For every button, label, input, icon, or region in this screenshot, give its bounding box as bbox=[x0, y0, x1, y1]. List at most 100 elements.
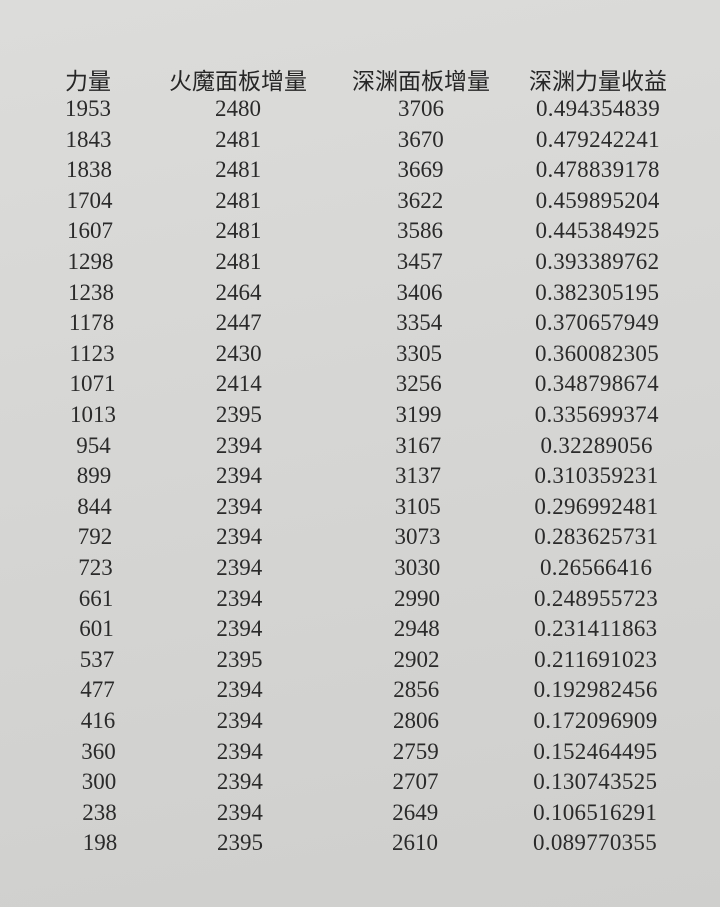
strength-cell: 1238 bbox=[68, 279, 114, 305]
abyss-gain-cell: 3137 bbox=[395, 463, 441, 489]
abyss-yield-cell: 0.310359231 bbox=[534, 463, 659, 489]
abyss-yield-cell: 0.348798674 bbox=[534, 371, 659, 397]
header-abyss-panel-gain: 深渊面板增量 bbox=[352, 69, 490, 95]
strength-cell: 661 bbox=[78, 585, 114, 611]
abyss-yield-cell: 0.283625731 bbox=[534, 524, 659, 550]
fire-demon-gain-cell: 2414 bbox=[215, 371, 262, 397]
abyss-yield-cell: 0.26566416 bbox=[540, 555, 653, 580]
abyss-yield-cell: 0.335699374 bbox=[534, 402, 659, 427]
table-row: 238 2394 2649 0.106516291 bbox=[0, 800, 720, 830]
table-row: 300 2394 2707 0.130743525 bbox=[0, 769, 720, 799]
fire-demon-gain-cell: 2394 bbox=[215, 432, 262, 458]
fire-demon-gain-cell: 2394 bbox=[216, 616, 263, 642]
abyss-yield-cell: 0.106516291 bbox=[533, 799, 658, 825]
table-row: 1071 2414 3256 0.348798674 bbox=[0, 371, 720, 401]
table-row: 416 2394 2806 0.172096909 bbox=[0, 708, 720, 738]
table-row: 1843 2481 3670 0.479242241 bbox=[0, 127, 720, 157]
strength-cell: 1607 bbox=[67, 218, 113, 244]
strength-cell: 360 bbox=[81, 738, 116, 764]
abyss-gain-cell: 2759 bbox=[392, 738, 439, 764]
table-row: 1123 2430 3305 0.360082305 bbox=[0, 341, 720, 371]
table-row: 723 2394 3030 0.26566416 bbox=[0, 555, 720, 585]
abyss-gain-cell: 3622 bbox=[397, 187, 444, 213]
table-row: 661 2394 2990 0.248955723 bbox=[0, 586, 720, 616]
strength-cell: 844 bbox=[77, 493, 112, 519]
fire-demon-gain-cell: 2480 bbox=[215, 96, 261, 121]
abyss-gain-cell: 3406 bbox=[396, 279, 443, 305]
abyss-gain-cell: 3305 bbox=[396, 340, 442, 366]
abyss-yield-cell: 0.445384925 bbox=[535, 218, 660, 244]
strength-cell: 1298 bbox=[67, 249, 114, 274]
header-abyss-strength-yield: 深渊力量收益 bbox=[529, 69, 667, 95]
fire-demon-gain-cell: 2481 bbox=[215, 157, 262, 183]
abyss-gain-cell: 2649 bbox=[392, 799, 439, 825]
table-row: 792 2394 3073 0.283625731 bbox=[0, 524, 720, 554]
abyss-yield-cell: 0.370657949 bbox=[535, 310, 660, 336]
abyss-yield-cell: 0.296992481 bbox=[534, 493, 659, 519]
table-row: 601 2394 2948 0.231411863 bbox=[0, 616, 720, 646]
abyss-yield-cell: 0.192982456 bbox=[533, 677, 658, 703]
fire-demon-gain-cell: 2394 bbox=[216, 493, 263, 519]
table-row: 1607 2481 3586 0.445384925 bbox=[0, 218, 720, 248]
strength-cell: 416 bbox=[80, 708, 116, 733]
strength-cell: 601 bbox=[79, 616, 114, 642]
abyss-yield-cell: 0.479242241 bbox=[535, 126, 660, 152]
strength-cell: 1178 bbox=[68, 310, 115, 336]
fire-demon-gain-cell: 2481 bbox=[215, 249, 262, 274]
strength-cell: 537 bbox=[79, 646, 115, 672]
abyss-yield-cell: 0.32289056 bbox=[540, 432, 653, 458]
abyss-gain-cell: 2610 bbox=[392, 830, 438, 856]
header-strength: 力量 bbox=[65, 69, 111, 95]
fire-demon-gain-cell: 2394 bbox=[216, 524, 263, 550]
strength-cell: 792 bbox=[77, 524, 113, 550]
fire-demon-gain-cell: 2394 bbox=[216, 677, 263, 703]
fire-demon-gain-cell: 2394 bbox=[216, 555, 263, 580]
fire-demon-gain-cell: 2464 bbox=[215, 279, 262, 305]
abyss-yield-cell: 0.211691023 bbox=[534, 646, 658, 672]
fire-demon-gain-cell: 2395 bbox=[217, 830, 263, 856]
strength-cell: 1843 bbox=[65, 126, 112, 152]
abyss-gain-cell: 2948 bbox=[393, 616, 440, 642]
abyss-gain-cell: 2902 bbox=[393, 646, 440, 672]
strength-cell: 1953 bbox=[65, 96, 111, 121]
abyss-yield-cell: 0.459895204 bbox=[535, 187, 660, 213]
fire-demon-gain-cell: 2481 bbox=[215, 126, 262, 152]
fire-demon-gain-cell: 2394 bbox=[216, 463, 262, 489]
table-row: 477 2394 2856 0.192982456 bbox=[0, 677, 720, 707]
table-row: 844 2394 3105 0.296992481 bbox=[0, 494, 720, 524]
fire-demon-gain-cell: 2447 bbox=[215, 310, 262, 336]
abyss-gain-cell: 2806 bbox=[393, 708, 439, 733]
fire-demon-gain-cell: 2481 bbox=[215, 187, 262, 213]
abyss-yield-cell: 0.172096909 bbox=[533, 708, 658, 733]
strength-cell: 238 bbox=[82, 799, 117, 825]
abyss-yield-cell: 0.393389762 bbox=[535, 249, 660, 274]
table-row: 1298 2481 3457 0.393389762 bbox=[0, 249, 720, 279]
table-row: 954 2394 3167 0.32289056 bbox=[0, 433, 720, 463]
abyss-yield-cell: 0.152464495 bbox=[533, 738, 658, 764]
abyss-gain-cell: 3199 bbox=[395, 402, 442, 427]
fire-demon-gain-cell: 2395 bbox=[215, 402, 262, 427]
table-row: 1013 2395 3199 0.335699374 bbox=[0, 402, 720, 432]
table-row: 360 2394 2759 0.152464495 bbox=[0, 739, 720, 769]
strength-cell: 1123 bbox=[69, 340, 115, 366]
strength-cell: 899 bbox=[76, 463, 112, 489]
abyss-gain-cell: 3167 bbox=[395, 432, 442, 458]
table-row: 537 2395 2902 0.211691023 bbox=[0, 647, 720, 677]
table-row: 1953 2480 3706 0.494354839 bbox=[0, 96, 720, 126]
abyss-yield-cell: 0.382305195 bbox=[535, 279, 660, 305]
table-row: 1704 2481 3622 0.459895204 bbox=[0, 188, 720, 218]
abyss-yield-cell: 0.360082305 bbox=[534, 340, 660, 366]
abyss-yield-cell: 0.231411863 bbox=[534, 616, 658, 642]
fire-demon-gain-cell: 2394 bbox=[216, 738, 263, 764]
strength-cell: 954 bbox=[76, 432, 111, 458]
table-row: 198 2395 2610 0.089770355 bbox=[0, 830, 720, 860]
abyss-yield-cell: 0.248955723 bbox=[533, 585, 659, 611]
table-row: 899 2394 3137 0.310359231 bbox=[0, 463, 720, 493]
strength-cell: 300 bbox=[81, 769, 117, 795]
fire-demon-gain-cell: 2394 bbox=[216, 585, 263, 611]
abyss-gain-cell: 3073 bbox=[394, 524, 441, 550]
fire-demon-gain-cell: 2395 bbox=[216, 646, 263, 672]
header-fire-demon-panel-gain: 火魔面板增量 bbox=[169, 69, 307, 95]
abyss-gain-cell: 3670 bbox=[397, 126, 444, 152]
strength-cell: 1013 bbox=[70, 402, 116, 427]
